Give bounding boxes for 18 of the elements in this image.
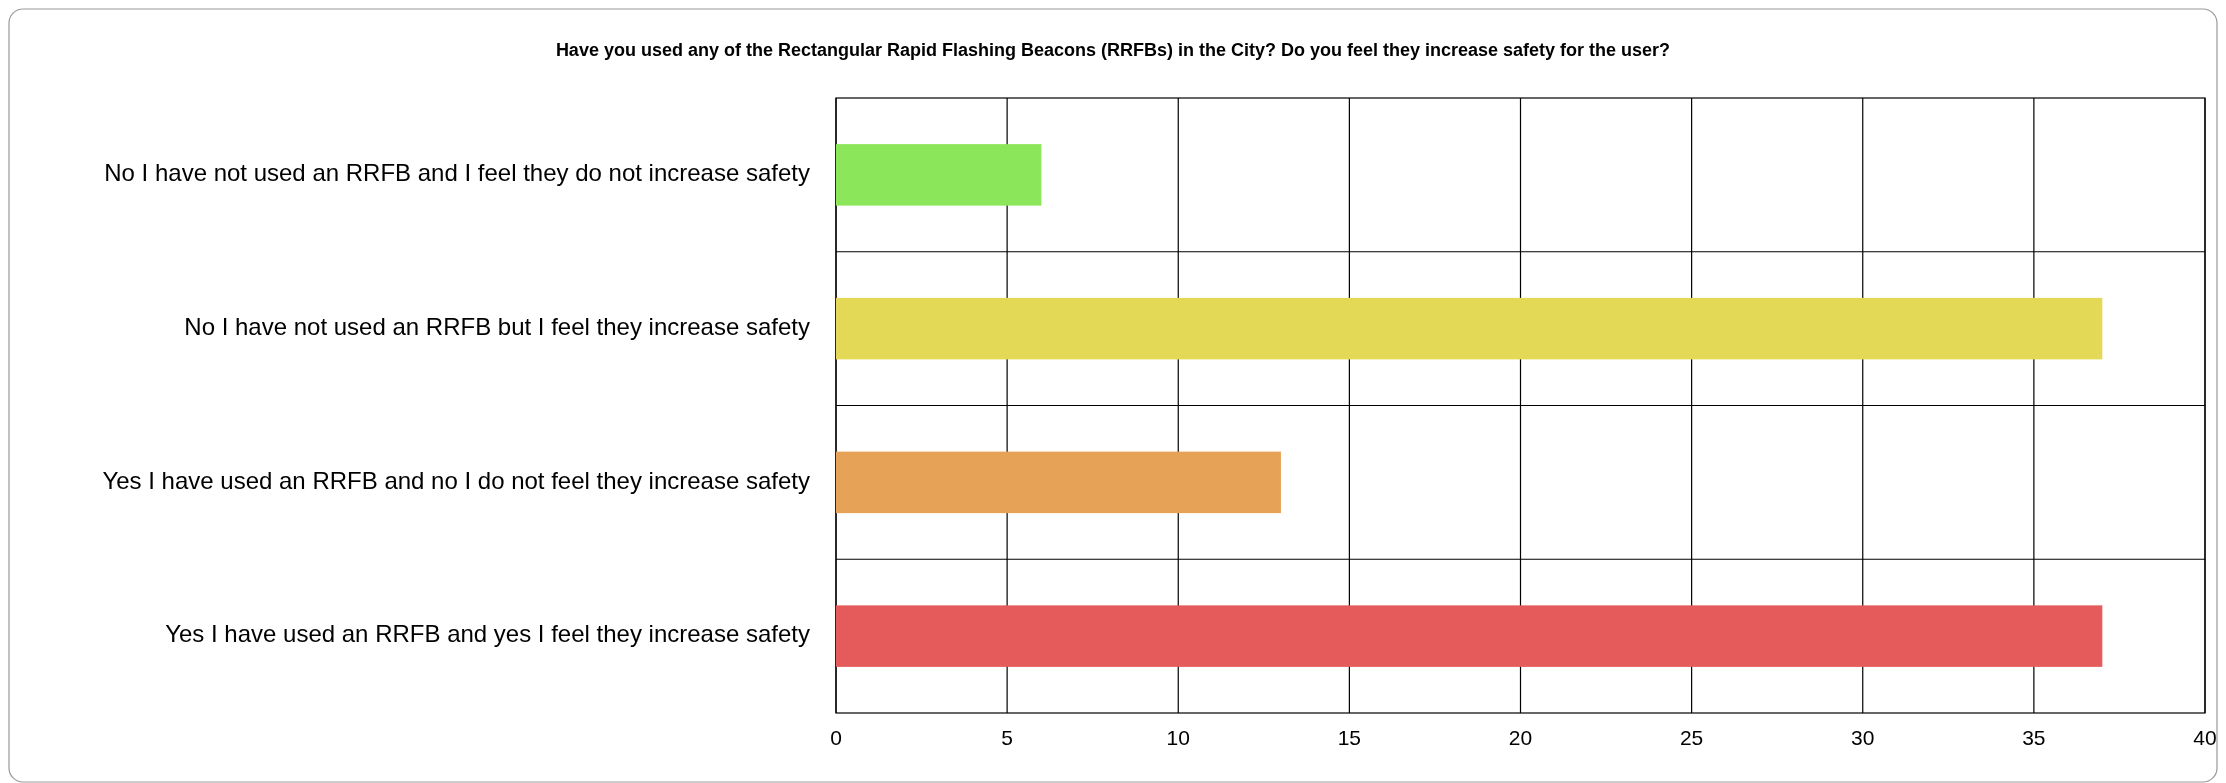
y-tick-label: No I have not used an RRFB but I feel they increase safety bbox=[184, 312, 810, 340]
bar bbox=[836, 605, 2103, 667]
bar bbox=[836, 297, 2103, 360]
x-tick-label: 20 bbox=[1508, 726, 1533, 749]
x-tick-label: 0 bbox=[830, 726, 842, 749]
x-tick-label: 5 bbox=[1001, 726, 1013, 749]
y-tick-label: Yes I have used an RRFB and yes I feel they increase safety bbox=[165, 620, 810, 648]
x-tick-label: 15 bbox=[1337, 726, 1362, 749]
chart-title: Have you used any of the Rectangular Rapid Flashing Beacons (RRFBs) in the City? Do you feel they increase safety for the user? bbox=[555, 40, 1671, 60]
x-tick-label: 25 bbox=[1679, 726, 1704, 749]
x-tick-label: 40 bbox=[2193, 726, 2217, 749]
y-tick-label: Yes I have used an RRFB and no I do not feel they increase safety bbox=[102, 466, 810, 494]
x-tick-label: 35 bbox=[2022, 726, 2046, 749]
x-tick-label: 10 bbox=[1166, 726, 1190, 749]
bar bbox=[836, 451, 1281, 514]
x-tick-label: 30 bbox=[1851, 726, 1875, 749]
y-tick-label: No I have not used an RRFB and I feel they do not increase safety bbox=[104, 159, 810, 187]
bar bbox=[836, 144, 1042, 206]
